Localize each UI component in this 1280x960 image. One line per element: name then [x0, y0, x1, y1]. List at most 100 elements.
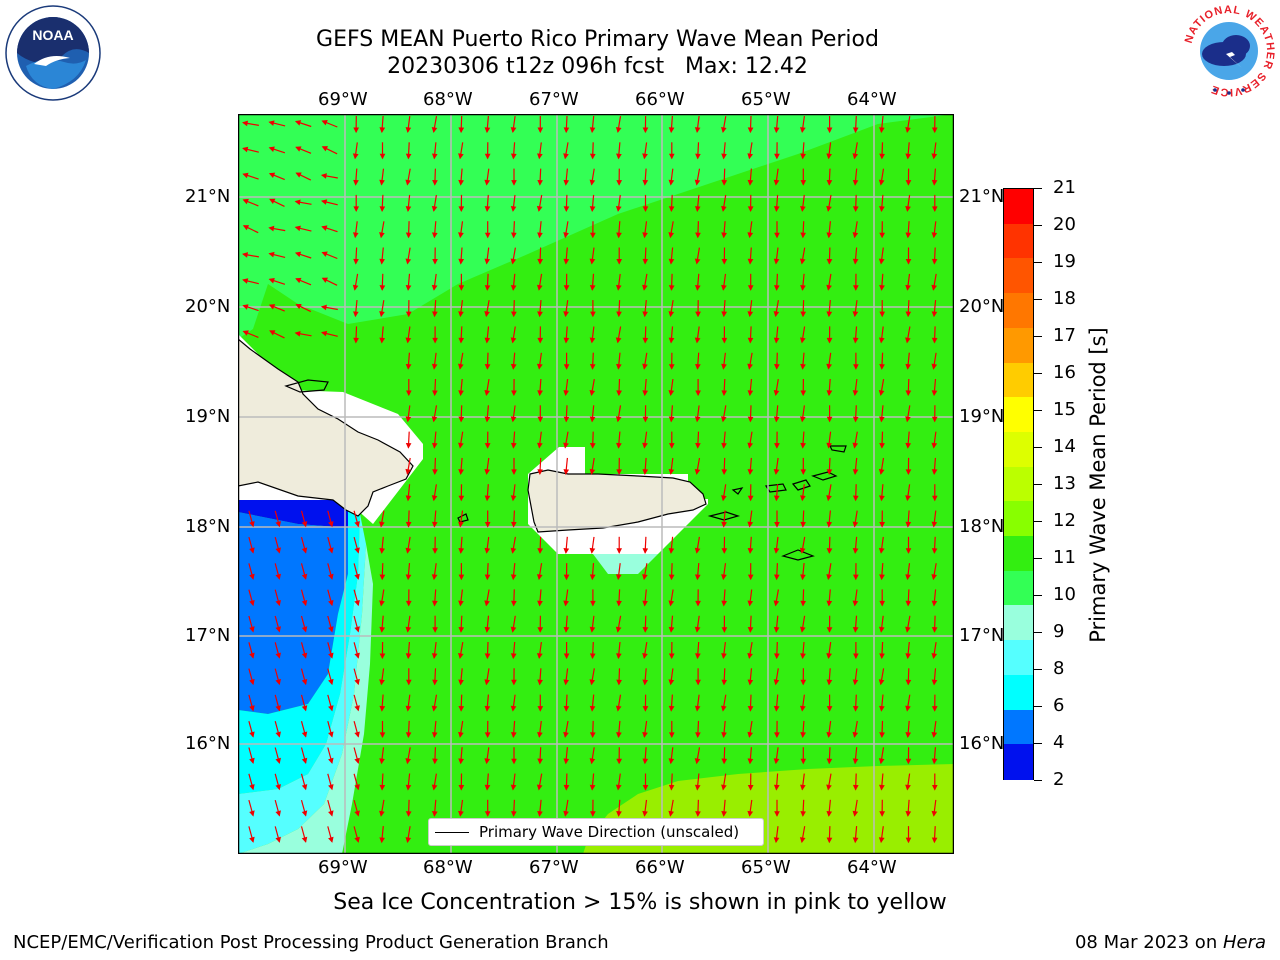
wave-arrow-head — [537, 311, 543, 318]
wave-arrow-head — [905, 442, 912, 449]
wave-arrow-head — [800, 442, 806, 449]
wave-arrow-head — [931, 785, 938, 791]
wave-arrow-head — [510, 258, 517, 265]
wave-arrow-head — [826, 258, 833, 265]
wave-arrow-head — [352, 232, 359, 239]
colorbar-tick-label: 2 — [1053, 769, 1065, 790]
wave-arrow-head — [931, 548, 938, 554]
wave-arrow-head — [353, 337, 359, 344]
wave-arrow-head — [879, 364, 885, 370]
colorbar-segment — [1004, 744, 1033, 780]
wave-arrow-head — [721, 337, 728, 344]
wave-arrow-head — [826, 706, 833, 712]
wave-arrow-head — [242, 304, 249, 310]
wave-arrow-head — [295, 146, 302, 152]
wave-arrow-head — [799, 127, 806, 133]
colorbar-tick-mark — [1034, 484, 1042, 485]
wave-arrow-head — [354, 784, 360, 791]
wave-arrow-head — [379, 206, 386, 213]
wave-arrow-head — [931, 521, 938, 528]
wave-arrow-head — [773, 206, 780, 213]
wave-arrow-head — [405, 390, 412, 397]
wave-arrow-head — [852, 574, 859, 581]
wave-arrow-head — [826, 574, 832, 581]
wave-arrow-head — [695, 732, 701, 739]
wave-arrow-head — [431, 153, 438, 160]
wave-arrow-head — [747, 469, 754, 475]
wave-arrow-head — [878, 258, 885, 265]
wave-arrow-head — [457, 652, 464, 659]
noaa-logo-text: NOAA — [32, 27, 73, 43]
wave-arrow-head — [301, 626, 308, 633]
wave-arrow-head — [484, 311, 490, 318]
wave-arrow-head — [642, 416, 649, 423]
wave-arrow-head — [354, 652, 360, 659]
wave-arrow-head — [642, 363, 648, 370]
wave-arrow-head — [852, 679, 859, 686]
wave-arrow-head — [931, 179, 938, 186]
lon-label-top-67w: 67°W — [529, 89, 579, 110]
wave-arrow-head — [826, 469, 833, 476]
wave-arrow-head — [826, 758, 833, 765]
wave-arrow-head — [431, 811, 438, 817]
colorbar-tick-mark — [1034, 743, 1042, 744]
colorbar-tick-mark — [1034, 336, 1042, 337]
wave-arrow-head — [615, 126, 622, 133]
colorbar-tick-mark — [1034, 632, 1042, 633]
wave-arrow-head — [458, 731, 464, 738]
wave-arrow-head — [800, 469, 807, 476]
wave-arrow-head — [720, 705, 727, 712]
wave-arrow-head — [694, 626, 701, 633]
wave-arrow-head — [431, 284, 438, 291]
wave-arrow-head — [931, 127, 938, 134]
wave-arrow-head — [405, 127, 412, 133]
wave-arrow-head — [668, 390, 675, 396]
wave-arrow-head — [536, 363, 543, 370]
wave-arrow-head — [484, 206, 491, 213]
wave-arrow-head — [405, 811, 412, 817]
wave-arrow-head — [405, 206, 412, 213]
wave-arrow-head — [510, 653, 517, 660]
noaa-logo: NOAA — [4, 4, 102, 102]
legend-line-icon — [435, 831, 469, 833]
wave-arrow-head — [354, 547, 360, 554]
wave-arrow-head — [379, 153, 386, 160]
wave-arrow-head — [720, 416, 727, 423]
colorbar-tick-mark — [1034, 299, 1042, 300]
wave-arrow-head — [379, 311, 385, 318]
wave-arrow-head — [249, 731, 255, 738]
wave-arrow-head — [721, 179, 728, 186]
lat-label-right-19n: 19°N — [959, 406, 1005, 427]
wave-arrow-head — [249, 626, 255, 633]
wave-arrow-head — [826, 127, 833, 134]
wave-arrow-head — [458, 337, 465, 344]
wave-arrow-head — [616, 732, 622, 738]
wave-arrow-head — [747, 574, 754, 581]
wave-arrow-head — [484, 547, 491, 554]
wave-arrow-head — [879, 153, 885, 160]
wave-arrow-head — [747, 705, 754, 712]
wave-arrow-head — [694, 468, 701, 475]
wave-arrow-head — [301, 705, 308, 712]
wave-arrow-head — [616, 469, 623, 475]
wave-arrow-head — [774, 574, 780, 581]
wave-arrow-head — [563, 179, 570, 186]
wave-arrow-head — [695, 390, 701, 397]
wave-arrow-head — [852, 548, 859, 554]
wave-arrow-head — [431, 784, 438, 791]
wave-arrow-head — [405, 337, 412, 344]
colorbar-segment — [1004, 362, 1033, 398]
wave-arrow-head — [694, 206, 701, 213]
wave-arrow-head — [563, 311, 569, 318]
wave-arrow-head — [642, 311, 648, 318]
wave-arrow-head — [747, 521, 754, 528]
wave-arrow-head — [537, 627, 544, 633]
wave-arrow-head — [589, 337, 596, 344]
chart-title: GEFS MEAN Puerto Rico Primary Wave Mean … — [316, 27, 879, 52]
wave-arrow-head — [773, 127, 780, 134]
wave-arrow-head — [249, 757, 255, 764]
wave-arrow-head — [537, 179, 543, 186]
wave-arrow-head — [642, 548, 649, 554]
footer-date-text: 08 Mar 2023 on — [1074, 932, 1223, 953]
wave-arrow-head — [905, 626, 911, 633]
